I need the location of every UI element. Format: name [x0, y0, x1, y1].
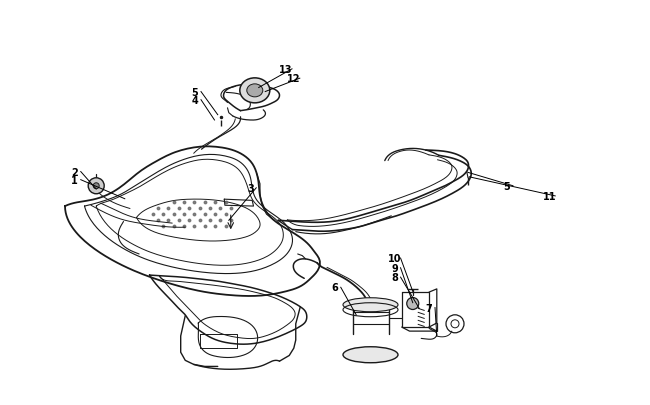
Text: 9: 9	[391, 263, 398, 273]
Text: 4: 4	[192, 96, 198, 105]
Text: 1: 1	[72, 175, 78, 185]
Text: 5: 5	[504, 181, 510, 191]
Text: 10: 10	[388, 254, 401, 263]
Text: 2: 2	[72, 167, 78, 177]
Text: 5: 5	[192, 87, 198, 97]
Text: 11: 11	[543, 192, 556, 201]
Text: 8: 8	[391, 273, 398, 282]
Ellipse shape	[247, 85, 263, 98]
Circle shape	[407, 298, 419, 310]
Text: 6: 6	[332, 283, 338, 292]
Ellipse shape	[343, 347, 398, 363]
Circle shape	[93, 183, 99, 189]
Text: 12: 12	[287, 74, 300, 84]
Text: 7: 7	[426, 303, 432, 313]
Text: 3: 3	[247, 183, 254, 193]
Ellipse shape	[343, 298, 398, 312]
Ellipse shape	[240, 79, 270, 104]
Circle shape	[88, 178, 104, 194]
Text: 13: 13	[280, 65, 292, 75]
